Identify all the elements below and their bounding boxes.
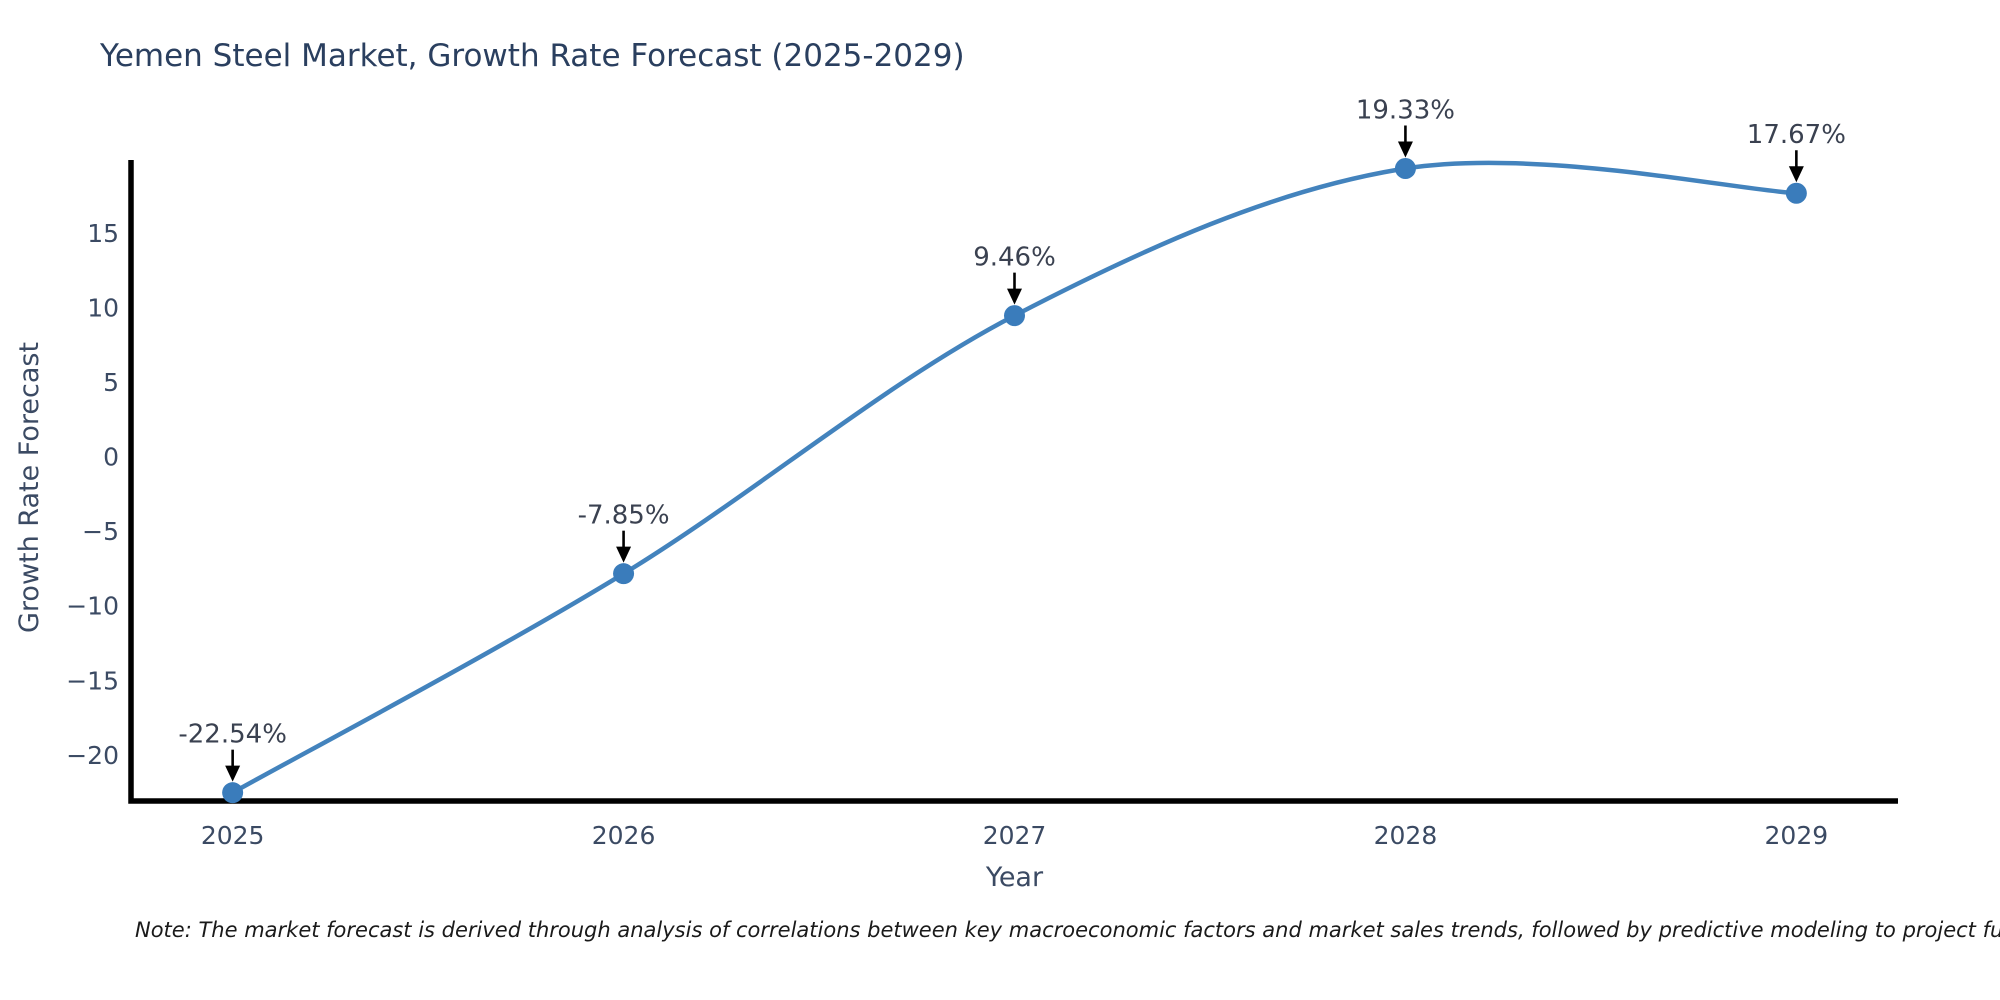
y-tick-label: −5 [82,517,119,546]
x-tick-label: 2028 [1374,821,1438,850]
data-point-2025 [222,782,244,804]
point-value-label: 17.67% [1747,120,1846,150]
annotation-arrow-head [225,765,241,782]
data-point-2027 [1004,305,1025,327]
y-tick-label: 0 [103,443,119,472]
footnote: Note: The market forecast is derived thr… [135,918,2000,942]
y-tick-label: 10 [87,294,119,323]
annotation-arrow-head [616,546,632,563]
y-tick-label: 5 [103,368,119,397]
y-tick-label: 15 [87,219,119,248]
x-tick-label: 2026 [592,821,656,850]
x-tick-label: 2029 [1765,821,1829,850]
chart-title: Yemen Steel Market, Growth Rate Forecast… [100,38,965,74]
point-value-label: 19.33% [1356,95,1455,125]
x-tick-label: 2027 [983,821,1047,850]
annotation-arrow-head [1007,288,1022,305]
axis-spines [128,160,1898,804]
point-value-label: -7.85% [578,501,670,531]
data-point-2029 [1785,182,1807,204]
point-value-label: 9.46% [973,243,1056,273]
y-tick-label: −20 [66,741,119,770]
point-value-label: -22.54% [178,720,287,750]
annotation-arrow-head [1788,166,1804,183]
annotation-arrow-head [1397,141,1413,158]
y-tick-label: −10 [66,592,119,621]
data-point-2026 [613,563,635,585]
x-tick-label: 2025 [201,821,265,850]
data-point-2028 [1394,157,1416,179]
y-tick-label: −15 [66,666,119,695]
x-axis-title: Year [985,862,1044,893]
